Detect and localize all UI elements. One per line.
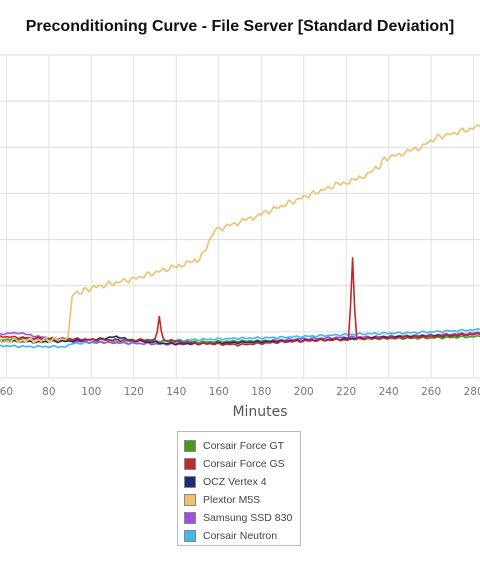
legend-item: OCZ Vertex 4 <box>184 473 300 491</box>
x-tick-label: 240 <box>379 386 399 398</box>
legend: Corsair Force GT Corsair Force GS OCZ Vert… <box>177 431 301 546</box>
legend-item: Corsair Neutron <box>184 527 300 545</box>
x-tick-label: 140 <box>166 386 186 398</box>
legend-label: Samsung SSD 830 <box>203 512 293 524</box>
series-line-plextor-m5s <box>0 124 480 344</box>
legend-swatch <box>184 458 196 470</box>
series-line-corsair-neutron <box>0 328 480 349</box>
x-tick-label: 60 <box>0 386 13 398</box>
legend-item: Corsair Force GT <box>184 437 300 455</box>
x-axis-label: Minutes <box>232 404 288 420</box>
legend-swatch <box>184 530 196 542</box>
chart-title: Preconditioning Curve - File Server [Sta… <box>25 18 455 35</box>
legend-swatch <box>184 476 196 488</box>
legend-label: Corsair Force GT <box>203 440 285 452</box>
series-lines <box>0 124 480 349</box>
x-tick-label: 160 <box>209 386 229 398</box>
x-tick-label: 200 <box>294 386 314 398</box>
series-line-ocz-vertex-4 <box>0 332 480 346</box>
series-line-corsair-force-gs <box>0 257 480 347</box>
x-tick-label: 80 <box>42 386 55 398</box>
x-tick-label: 180 <box>251 386 271 398</box>
legend-label: Corsair Force GS <box>203 458 285 470</box>
legend-item: Corsair Force GS <box>184 455 300 473</box>
plot-area: 60 80 100 120 140 160 180 200 220 240 260 280 <box>0 54 480 398</box>
legend-label: Corsair Neutron <box>203 530 278 542</box>
legend-label: OCZ Vertex 4 <box>203 476 267 488</box>
legend-item: Plextor M5S <box>184 491 300 509</box>
legend-item: Samsung SSD 830 <box>184 509 300 527</box>
x-tick-label: 260 <box>421 386 441 398</box>
x-tick-label: 100 <box>81 386 101 398</box>
legend-swatch <box>184 494 196 506</box>
x-tick-label: 220 <box>336 386 356 398</box>
grid-lines <box>0 54 480 379</box>
legend-swatch <box>184 512 196 524</box>
legend-label: Plextor M5S <box>203 494 261 506</box>
x-tick-label: 280 <box>464 386 480 398</box>
legend-swatch <box>184 440 196 452</box>
x-tick-label: 120 <box>124 386 144 398</box>
x-tick-labels: 60 80 100 120 140 160 180 200 220 240 260 280 <box>0 386 480 398</box>
